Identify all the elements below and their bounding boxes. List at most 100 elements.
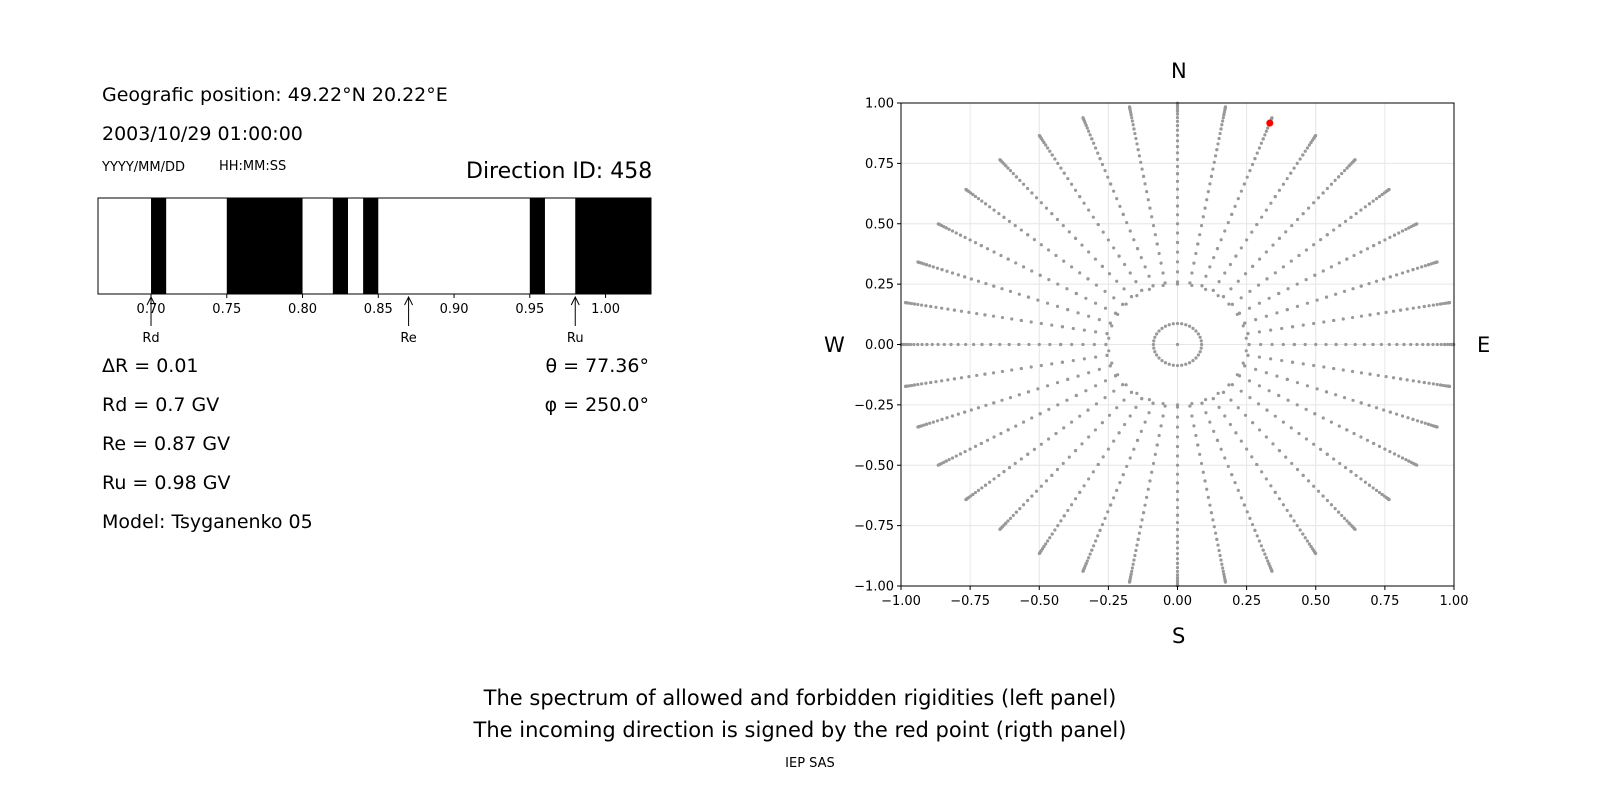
grid-point xyxy=(1175,187,1180,191)
grid-point xyxy=(1229,287,1233,291)
grid-point xyxy=(999,253,1003,258)
grid-point xyxy=(963,275,967,279)
grid-point xyxy=(1273,195,1277,199)
grid-point xyxy=(1118,481,1122,485)
grid-point xyxy=(1313,412,1317,416)
grid-point xyxy=(1216,294,1220,298)
grid-point xyxy=(1066,307,1070,312)
grid-point xyxy=(1018,178,1022,183)
grid-point xyxy=(1044,143,1048,147)
grid-point xyxy=(1284,230,1288,234)
grid-point xyxy=(1277,291,1281,296)
grid-point xyxy=(1056,161,1060,165)
grid-point xyxy=(1251,264,1255,268)
grid-point xyxy=(1435,342,1439,347)
grid-point xyxy=(1030,191,1034,195)
grid-point xyxy=(1157,251,1161,256)
grid-point xyxy=(1411,379,1415,383)
grid-point xyxy=(1103,169,1107,173)
grid-point xyxy=(983,372,987,376)
grid-point xyxy=(1175,115,1180,120)
grid-point xyxy=(956,342,960,347)
grid-point xyxy=(1175,463,1180,467)
grid-point xyxy=(1163,324,1168,328)
grid-point xyxy=(920,382,924,386)
grid-point xyxy=(985,438,990,442)
grid-point xyxy=(1021,265,1026,269)
grid-point xyxy=(1280,326,1284,331)
grid-point xyxy=(1007,342,1011,347)
grid-point xyxy=(1000,287,1004,291)
compass-north: N xyxy=(1171,59,1187,83)
grid-point xyxy=(1190,401,1194,406)
grid-point xyxy=(1329,503,1334,507)
grid-point xyxy=(1305,539,1310,543)
grid-point xyxy=(1104,342,1108,347)
grid-point xyxy=(1265,277,1269,281)
grid-point xyxy=(997,473,1001,478)
grid-point xyxy=(1382,408,1386,412)
grid-point xyxy=(1388,235,1392,239)
grid-point xyxy=(1318,238,1323,242)
grid-point xyxy=(1277,449,1282,453)
grid-point xyxy=(1006,428,1010,432)
grid-point xyxy=(1377,241,1382,245)
grid-point xyxy=(924,422,929,426)
grid-point xyxy=(1103,395,1107,400)
grid-point xyxy=(1325,233,1329,237)
time-format-label: HH:MM:SS xyxy=(219,159,287,174)
grid-point xyxy=(1266,559,1270,563)
grid-point xyxy=(1044,479,1049,483)
grid-point xyxy=(1175,179,1180,183)
grid-point xyxy=(1129,113,1133,117)
grid-point xyxy=(1201,470,1205,474)
grid-point xyxy=(1220,562,1224,566)
grid-point xyxy=(1351,398,1355,402)
grid-point xyxy=(1029,320,1033,324)
grid-point xyxy=(1088,133,1092,137)
grid-point xyxy=(1411,306,1415,310)
grid-point xyxy=(1091,215,1095,219)
grid-point xyxy=(934,305,938,309)
grid-point xyxy=(1087,129,1091,133)
grid-point xyxy=(1243,272,1248,276)
grid-point xyxy=(1065,287,1069,291)
grid-point xyxy=(1152,346,1156,350)
grid-point xyxy=(1281,503,1286,507)
grid-point xyxy=(1392,233,1397,237)
y-tick-label: −0.50 xyxy=(854,459,894,474)
grid-point xyxy=(1026,498,1030,503)
grid-point xyxy=(956,273,960,277)
grid-point xyxy=(1026,295,1031,299)
grid-point xyxy=(1050,153,1054,157)
grid-point xyxy=(1110,324,1114,328)
grid-point xyxy=(1230,212,1234,216)
grid-point xyxy=(1161,414,1165,418)
grid-point xyxy=(1253,528,1257,532)
grid-point xyxy=(936,463,940,467)
grid-point xyxy=(1163,361,1168,365)
grid-point xyxy=(1342,289,1347,294)
grid-point xyxy=(1242,182,1246,186)
grid-point xyxy=(1374,197,1379,201)
grid-point xyxy=(1147,411,1151,415)
grid-point xyxy=(1285,307,1289,312)
grid-point xyxy=(1336,510,1341,514)
grid-point xyxy=(1055,381,1060,385)
grid-point xyxy=(1175,270,1180,274)
grid-point xyxy=(1048,342,1052,347)
grid-point xyxy=(928,421,932,425)
grid-point xyxy=(1044,542,1048,546)
grid-point xyxy=(1107,272,1112,276)
grid-point xyxy=(968,447,972,451)
grid-point xyxy=(1039,243,1043,247)
grid-point xyxy=(1140,288,1144,292)
grid-point xyxy=(1008,395,1013,400)
grid-point xyxy=(931,265,935,269)
grid-point xyxy=(952,308,957,312)
grid-point xyxy=(1405,307,1409,311)
grid-point xyxy=(1212,160,1216,164)
x-tick-label: 0.85 xyxy=(364,302,393,317)
grid-point xyxy=(1032,238,1037,242)
grid-point xyxy=(1250,522,1255,527)
